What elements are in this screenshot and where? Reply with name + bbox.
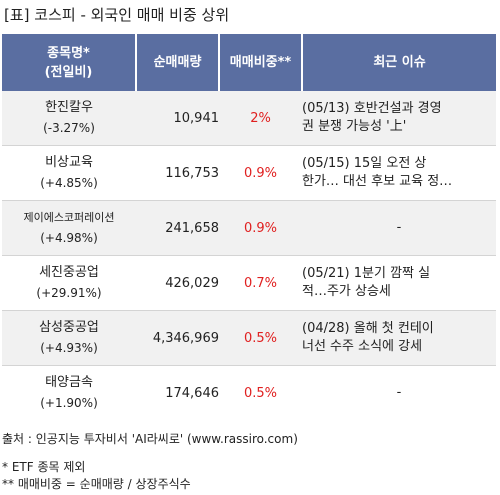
- recent-issue: (05/13) 호반건설과 경영 권 분쟁 가능성 '上': [302, 91, 496, 146]
- trading-ratio: 0.7%: [219, 255, 302, 311]
- header-ratio: 매매비중**: [219, 34, 303, 91]
- issue-line: 권 분쟁 가능성 '上': [302, 119, 407, 134]
- stock-name: 비상교육: [45, 155, 93, 170]
- table-row: 한진칼우 (-3.27%) 10,941 2% (05/13) 호반건설과 경영…: [2, 91, 496, 146]
- table-row: 제이에스코퍼레이션 (+4.98%) 241,658 0.9% -: [2, 200, 496, 256]
- stock-cell: 제이에스코퍼레이션 (+4.98%): [2, 200, 136, 256]
- footnote-ratio-formula: ** 매매비중 = 순매매량 / 상장주식수: [2, 477, 191, 491]
- table-row: 삼성중공업 (+4.93%) 4,346,969 0.5% (04/28) 올해…: [2, 310, 496, 366]
- table-row: 세진중공업 (+29.91%) 426,029 0.7% (05/21) 1분기…: [2, 255, 496, 311]
- header-stock-change: (전일비): [44, 64, 93, 80]
- stock-name: 세진중공업: [39, 265, 99, 280]
- net-volume: 10,941: [136, 91, 219, 146]
- recent-issue: (05/21) 1분기 깜짝 실 적…주가 상승세: [302, 255, 496, 311]
- issue-line: (05/15) 15일 오전 상: [302, 156, 427, 171]
- header-issue: 최근 이슈: [302, 34, 496, 91]
- foreign-trading-table: 종목명* (전일비) 순매매량 매매비중** 최근 이슈 한진칼우 (-3.27…: [2, 34, 496, 420]
- net-volume: 116,753: [136, 145, 219, 201]
- stock-change: (+4.93%): [40, 341, 98, 355]
- stock-cell: 비상교육 (+4.85%): [2, 145, 136, 201]
- source-note: 출처 : 인공지능 투자비서 'AI라씨로' (www.rassiro.com): [2, 432, 298, 446]
- issue-line: (05/13) 호반건설과 경영: [302, 101, 442, 116]
- trading-ratio: 2%: [219, 91, 302, 146]
- issue-line: -: [396, 385, 402, 400]
- table-row: 태양금속 (+1.90%) 174,646 0.5% -: [2, 365, 496, 420]
- header-stock: 종목명* (전일비): [2, 34, 137, 91]
- stock-change: (+4.98%): [40, 231, 98, 245]
- stock-cell: 세진중공업 (+29.91%): [2, 255, 136, 311]
- stock-name: 태양금속: [45, 375, 93, 390]
- header-volume: 순매매량: [136, 34, 220, 91]
- trading-ratio: 0.5%: [219, 365, 302, 420]
- stock-change: (+1.90%): [40, 396, 98, 410]
- net-volume: 4,346,969: [136, 310, 219, 366]
- net-volume: 241,658: [136, 200, 219, 256]
- trading-ratio: 0.9%: [219, 200, 302, 256]
- table-row: 비상교육 (+4.85%) 116,753 0.9% (05/15) 15일 오…: [2, 145, 496, 201]
- stock-cell: 한진칼우 (-3.27%): [2, 91, 136, 146]
- stock-cell: 태양금속 (+1.90%): [2, 365, 136, 420]
- stock-name: 삼성중공업: [39, 320, 99, 335]
- stock-cell: 삼성중공업 (+4.93%): [2, 310, 136, 366]
- issue-line: (04/28) 올해 첫 컨테이: [302, 321, 434, 336]
- footnote-etf: * ETF 종목 제외: [2, 460, 86, 474]
- stock-change: (-3.27%): [43, 121, 95, 135]
- stock-change: (+4.85%): [40, 176, 98, 190]
- header-stock-name: 종목명*: [47, 45, 90, 61]
- net-volume: 426,029: [136, 255, 219, 311]
- stock-change: (+29.91%): [36, 286, 102, 300]
- trading-ratio: 0.5%: [219, 310, 302, 366]
- recent-issue: -: [302, 200, 496, 256]
- trading-ratio: 0.9%: [219, 145, 302, 201]
- issue-line: 너선 수주 소식에 강세: [302, 339, 423, 354]
- issue-line: -: [396, 220, 402, 235]
- net-volume: 174,646: [136, 365, 219, 420]
- table-header-row: 종목명* (전일비) 순매매량 매매비중** 최근 이슈: [2, 34, 496, 91]
- issue-line: 한가… 대선 후보 교육 정…: [302, 174, 453, 189]
- issue-line: (05/21) 1분기 깜짝 실: [302, 266, 431, 281]
- recent-issue: -: [302, 365, 496, 420]
- issue-line: 적…주가 상승세: [302, 284, 391, 299]
- recent-issue: (04/28) 올해 첫 컨테이 너선 수주 소식에 강세: [302, 310, 496, 366]
- stock-name: 한진칼우: [45, 100, 93, 115]
- recent-issue: (05/15) 15일 오전 상 한가… 대선 후보 교육 정…: [302, 145, 496, 201]
- stock-name: 제이에스코퍼레이션: [23, 211, 115, 224]
- page-title: [표] 코스피 - 외국인 매매 비중 상위: [4, 6, 230, 24]
